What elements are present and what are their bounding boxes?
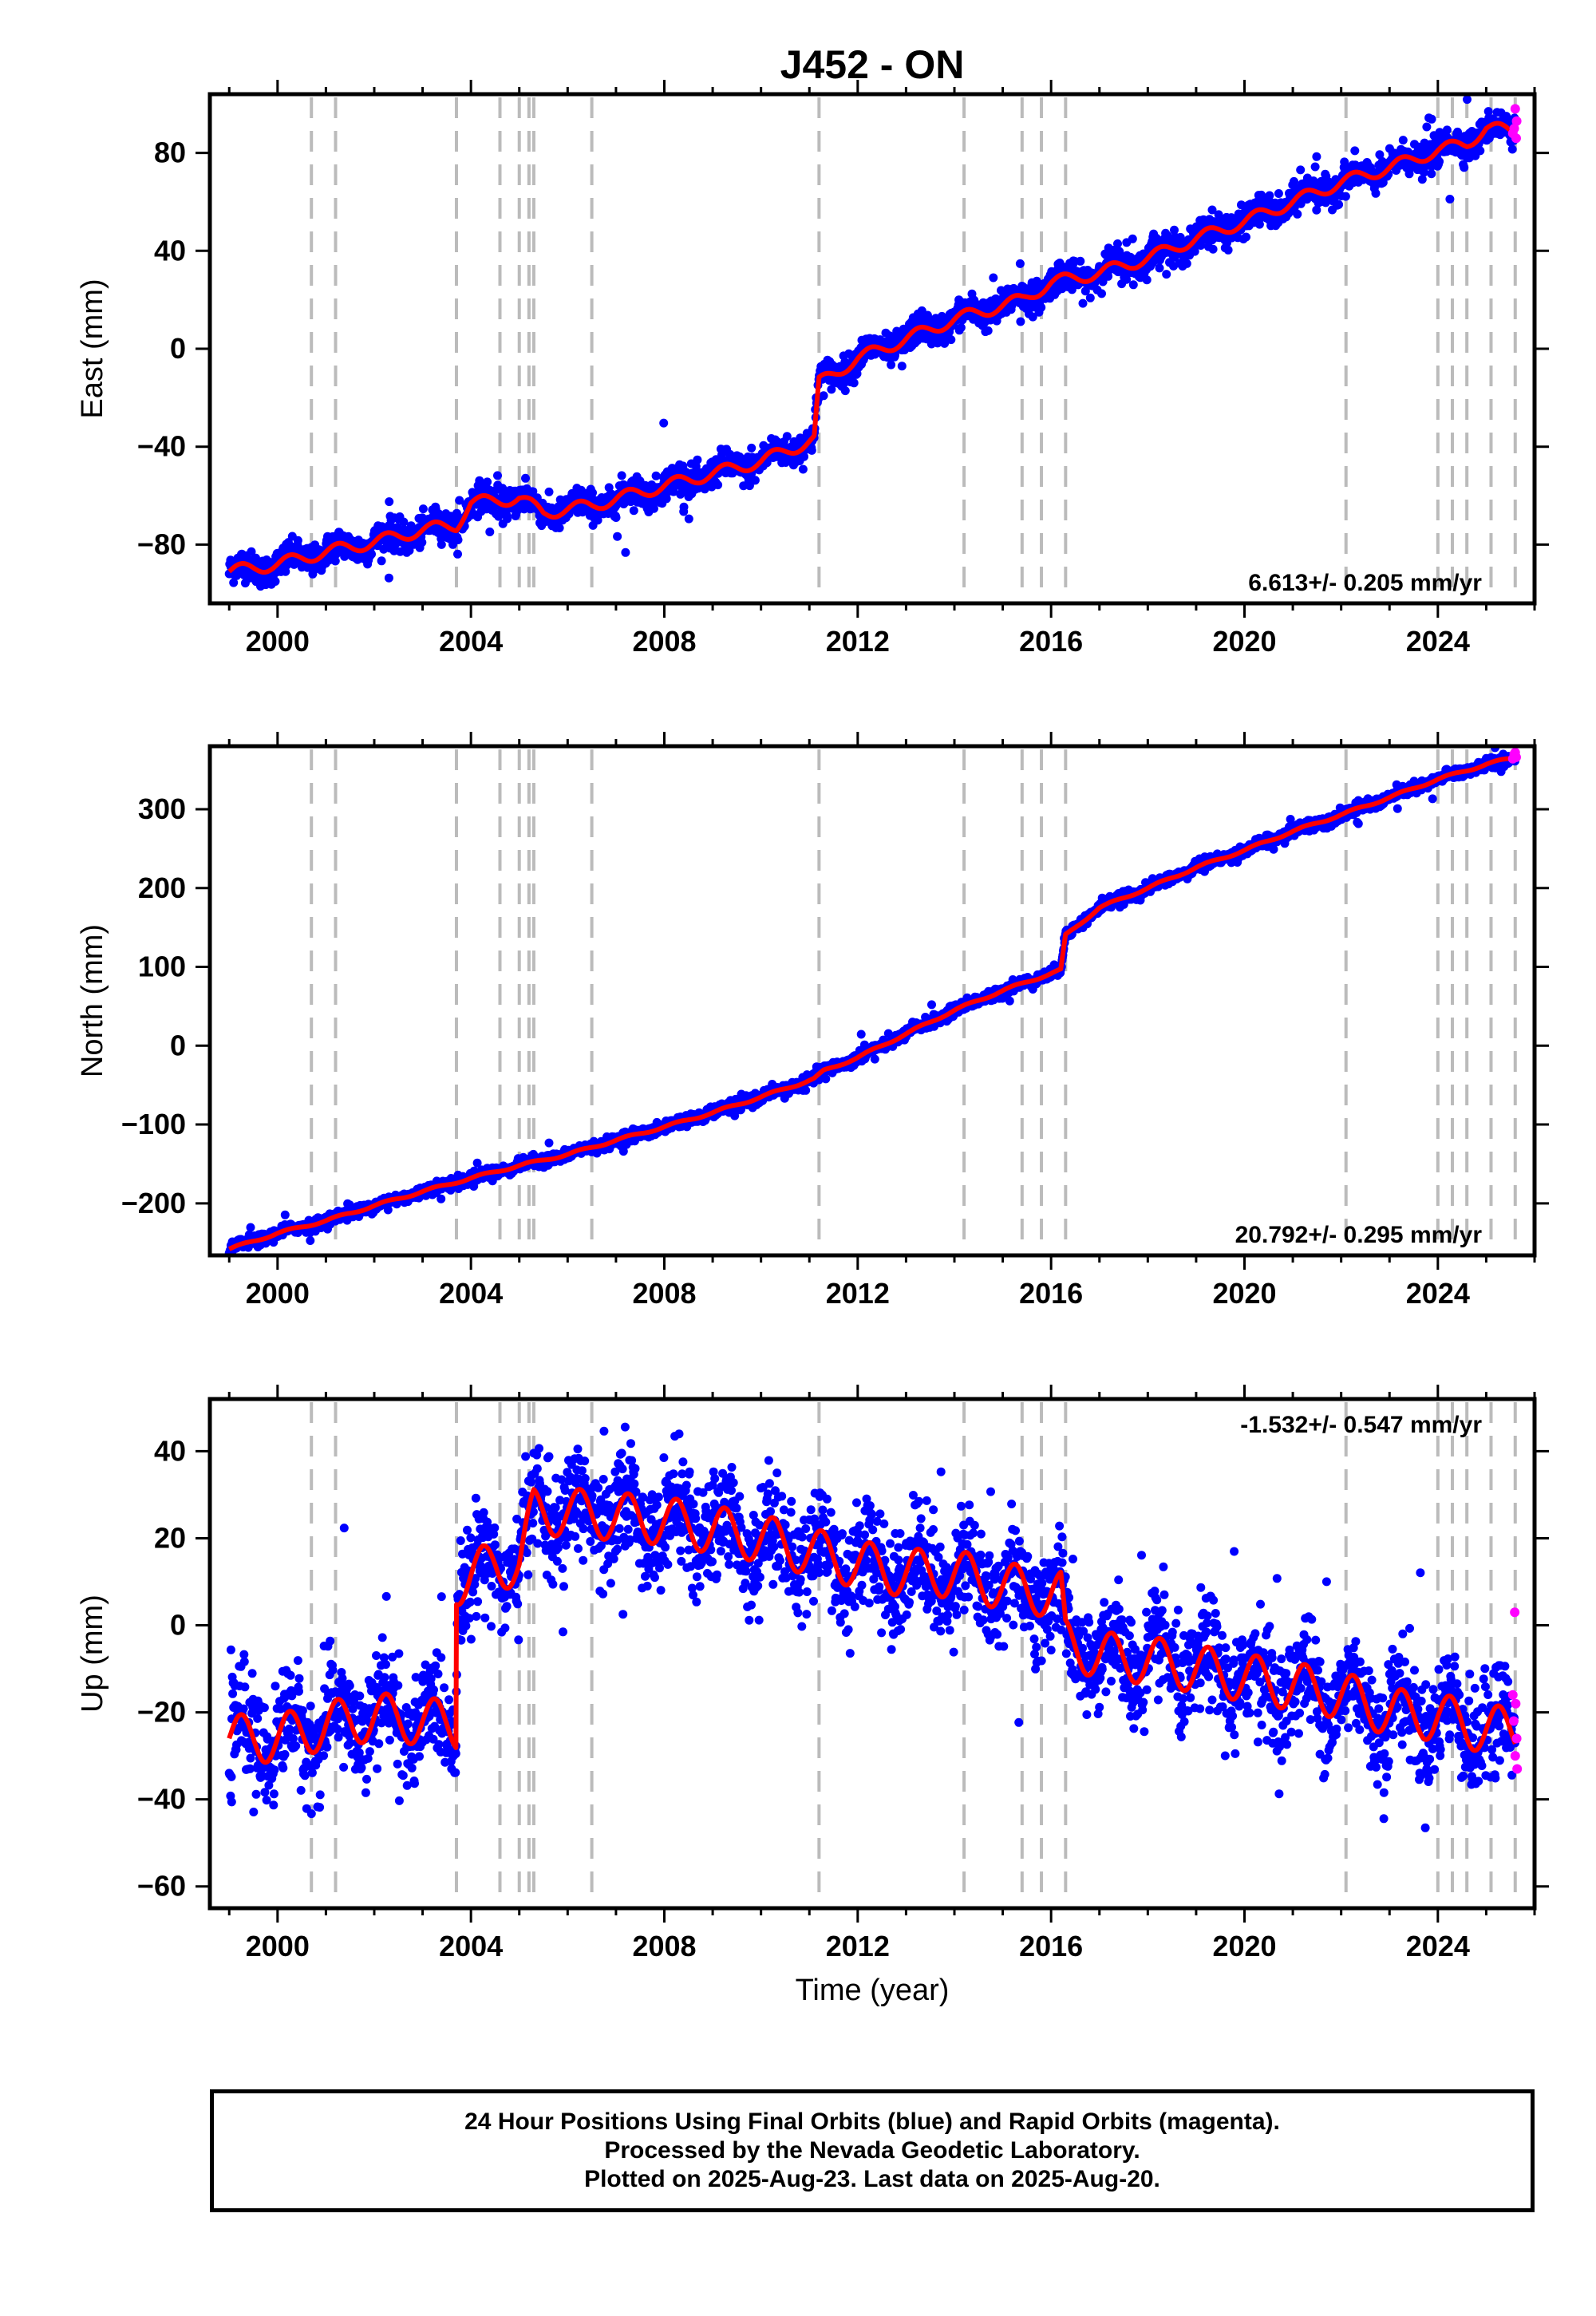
east-y-tick-label: 80	[154, 136, 186, 169]
east-rapid-orbit-point	[1511, 116, 1522, 126]
north-y-tick-label: −200	[121, 1187, 186, 1219]
footer-line-processed: Processed by the Nevada Geodetic Laborat…	[604, 2137, 1140, 2164]
up-x-tick-label: 2024	[1406, 1930, 1470, 1962]
north-x-tick-label: 2004	[439, 1277, 503, 1310]
up-y-axis-label: Up (mm)	[76, 1595, 109, 1713]
up-x-tick-label: 2020	[1212, 1930, 1276, 1962]
up-rapid-orbit-point	[1510, 1607, 1520, 1618]
east-event-lines	[310, 97, 1517, 600]
up-rate-label: -1.532+/- 0.547 mm/yr	[1240, 1412, 1482, 1438]
footer-line-orbits: 24 Hour Positions Using Final Orbits (bl…	[464, 2109, 1280, 2135]
up-y-tick-label: 40	[154, 1434, 186, 1467]
north-x-tick-label: 2000	[246, 1277, 310, 1310]
x-axis-label: Time (year)	[796, 1974, 950, 2007]
north-x-tick-label: 2008	[632, 1277, 696, 1310]
east-rate-label: 6.613+/- 0.205 mm/yr	[1248, 570, 1482, 596]
east-rapid-orbit-point	[1510, 104, 1520, 114]
up-x-tick-label: 2016	[1019, 1930, 1083, 1962]
up-rapid-orbit-point	[1510, 1751, 1520, 1761]
up-y-tick-label: −40	[137, 1783, 186, 1816]
up-rapid-orbit-point	[1508, 1716, 1519, 1726]
up-y-tick-label: 0	[170, 1609, 186, 1642]
east-rapid-orbit-point	[1509, 123, 1519, 133]
up-y-tick-label: −60	[137, 1870, 186, 1903]
up-rapid-orbit-point	[1511, 1698, 1521, 1709]
east-model-line	[227, 121, 1518, 575]
east-y-axis-label: East (mm)	[76, 279, 109, 418]
east-rapid-orbit-point	[1511, 133, 1521, 144]
footer-line-plotted: Plotted on 2025-Aug-23. Last data on 202…	[584, 2166, 1160, 2192]
up-y-tick-label: 20	[154, 1521, 186, 1554]
up-x-tick-label: 2008	[632, 1930, 696, 1962]
north-rapid-orbits-points	[1507, 747, 1521, 764]
north-event-lines	[310, 749, 1517, 1252]
up-rapid-orbit-point	[1507, 1690, 1518, 1700]
north-y-tick-label: 300	[138, 792, 186, 825]
north-x-tick-label: 2020	[1212, 1277, 1276, 1310]
up-panel: 2000 2004 2008 2012 2016 2020 2024 −60 −40 −20 0 20…	[76, 1385, 1549, 2007]
north-plot-frame	[207, 744, 1537, 1258]
north-y-tick-label: 0	[170, 1029, 186, 1061]
up-rapid-orbits-points	[1507, 1607, 1523, 1774]
east-x-tick-label: 2004	[439, 625, 503, 658]
north-rate-label: 20.792+/- 0.295 mm/yr	[1235, 1222, 1483, 1248]
up-y-tick-label: −20	[137, 1696, 186, 1729]
up-event-lines	[310, 1402, 1517, 1905]
east-y-tick-label: −40	[137, 430, 186, 463]
east-panel: 2000 2004 2008 2012 2016 2020 2024 −80 −40 0 40 80 E…	[76, 80, 1549, 658]
east-x-tick-label: 2024	[1406, 625, 1470, 658]
up-x-tick-label: 2004	[439, 1930, 503, 1962]
east-x-tick-label: 2012	[826, 625, 890, 658]
north-panel: 2000 2004 2008 2012 2016 2020 2024 −200 −100 0 100…	[76, 732, 1549, 1310]
up-final-orbits-points	[224, 1422, 1519, 1832]
north-y-tick-label: −100	[121, 1108, 186, 1140]
north-y-tick-label: 100	[138, 951, 186, 983]
east-y-tick-label: −80	[137, 528, 186, 560]
north-x-tick-label: 2016	[1019, 1277, 1083, 1310]
east-rapid-orbits-points	[1507, 104, 1522, 144]
north-x-tick-label: 2012	[826, 1277, 890, 1310]
up-rapid-orbit-point	[1511, 1733, 1522, 1744]
north-model-line	[227, 755, 1518, 1251]
east-x-tick-label: 2020	[1212, 625, 1276, 658]
north-y-tick-label: 200	[138, 871, 186, 904]
east-y-tick-label: 0	[170, 332, 186, 365]
plot-title: J452 - ON	[780, 42, 965, 87]
north-y-axis-label: North (mm)	[76, 924, 109, 1077]
footer-caption: 24 Hour Positions Using Final Orbits (bl…	[210, 2089, 1535, 2212]
north-x-tick-label: 2024	[1406, 1277, 1470, 1310]
east-final-orbits-points	[224, 95, 1519, 591]
east-x-tick-label: 2008	[632, 625, 696, 658]
up-rapid-orbit-point	[1512, 1764, 1523, 1774]
north-rapid-orbit-point	[1511, 752, 1521, 762]
up-x-tick-label: 2012	[826, 1930, 890, 1962]
up-plot-frame	[207, 1397, 1537, 1911]
east-y-tick-label: 40	[154, 234, 186, 267]
east-x-tick-label: 2016	[1019, 625, 1083, 658]
up-model-line	[227, 1487, 1518, 1765]
up-x-tick-label: 2000	[246, 1930, 310, 1962]
east-x-tick-label: 2000	[246, 625, 310, 658]
